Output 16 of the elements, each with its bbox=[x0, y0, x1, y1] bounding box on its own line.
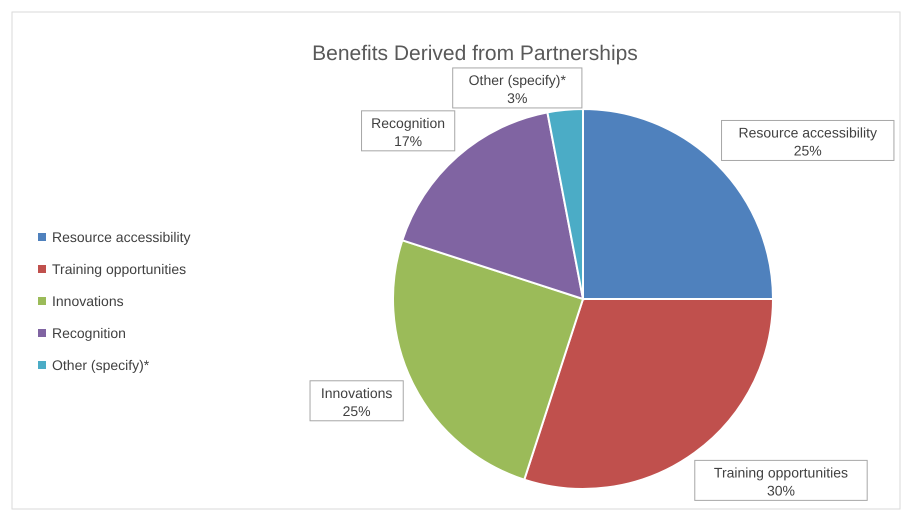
slice-label: Recognition bbox=[371, 114, 446, 131]
data-label: 30% bbox=[766, 482, 795, 498]
data-label: 3% bbox=[507, 90, 528, 106]
legend-label: Innovations bbox=[52, 293, 124, 309]
data-label: 25% bbox=[794, 142, 822, 158]
legend-label: Resource accessibility bbox=[52, 229, 190, 245]
legend-label: Training opportunities bbox=[52, 261, 186, 277]
legend-label: Other (specify)* bbox=[52, 357, 150, 373]
slice-label: Training opportunities bbox=[714, 464, 848, 480]
data-label: 17% bbox=[394, 132, 422, 149]
slice-label: Resource accessibility bbox=[738, 124, 877, 140]
legend-label: Recognition bbox=[52, 325, 126, 341]
slice-label: Innovations bbox=[320, 384, 392, 401]
data-label: 25% bbox=[342, 402, 371, 419]
chart-title: Benefits Derived from Partnerships bbox=[312, 42, 638, 65]
slice-label: Other (specify)* bbox=[468, 72, 566, 88]
